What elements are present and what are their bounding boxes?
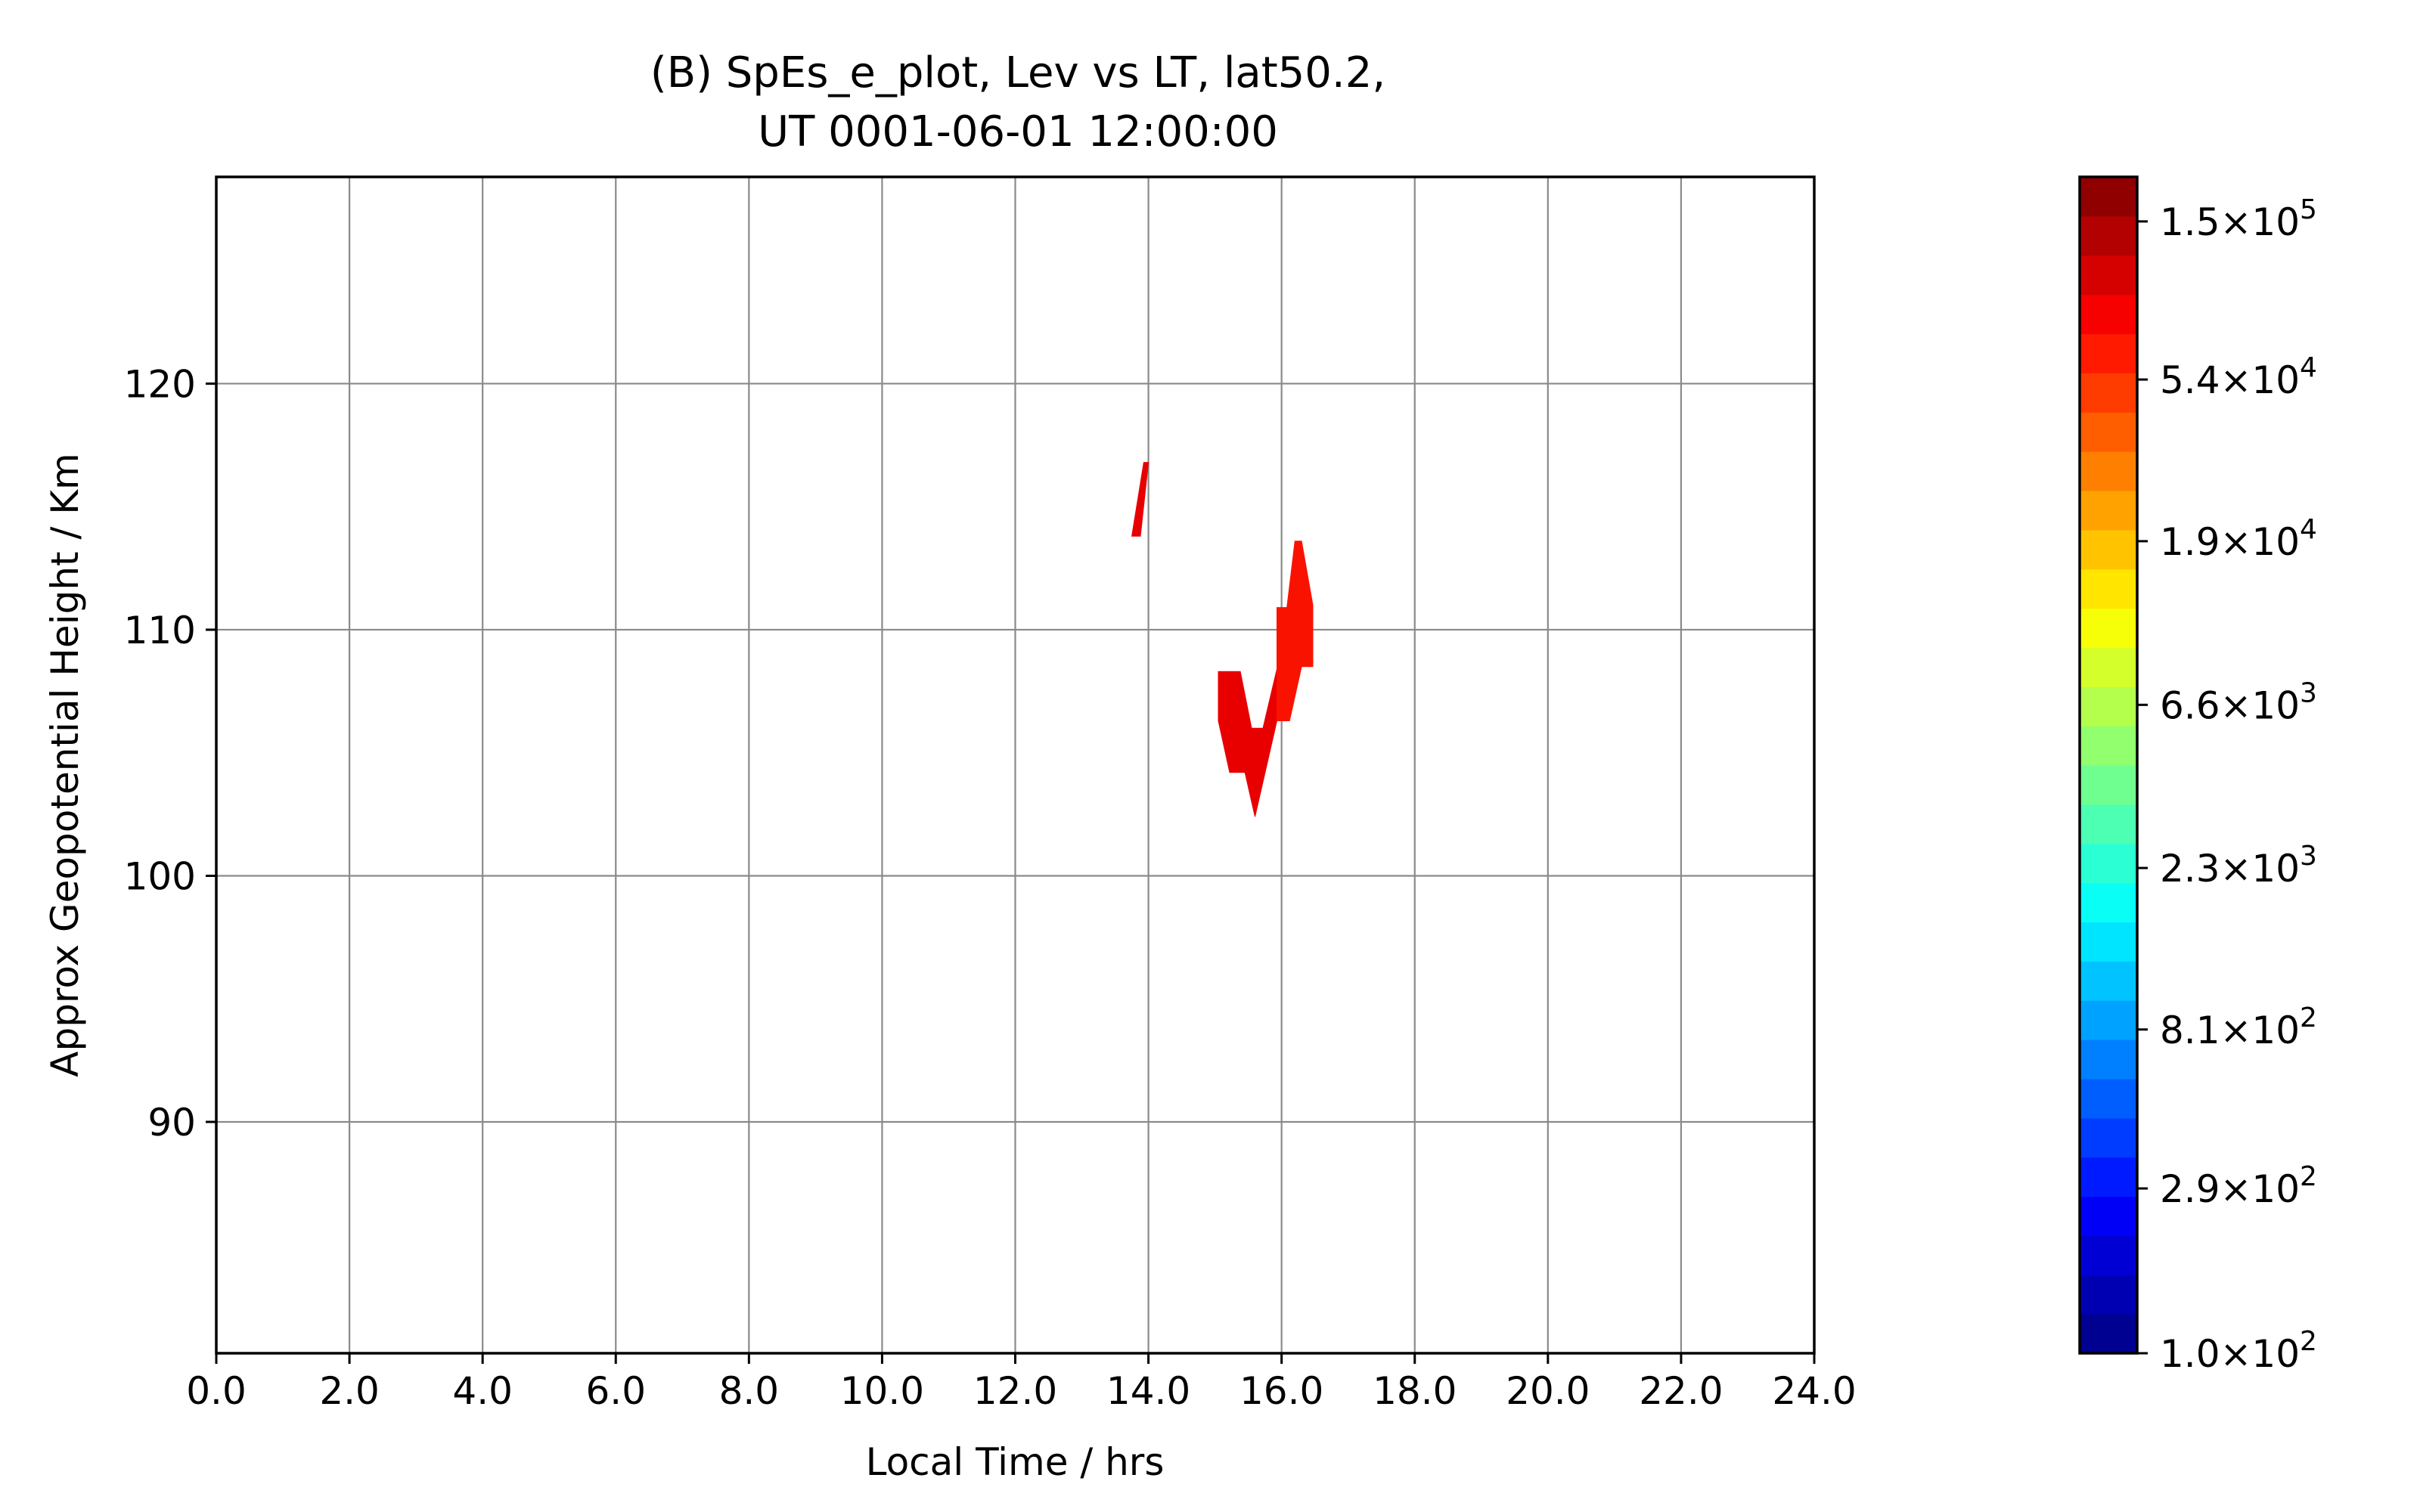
colorbar-band — [2080, 294, 2137, 335]
colorbar-band — [2080, 608, 2137, 648]
colorbar-band — [2080, 1078, 2137, 1119]
contour-regions — [1131, 462, 1314, 817]
x-axis-label: Local Time / hrs — [866, 1440, 1165, 1484]
colorbar-band — [2080, 333, 2137, 373]
plot-title: (B) SpEs_e_plot, Lev vs LT, lat50.2, UT … — [650, 48, 1385, 156]
colorbar-tick-label: 5.4×104 — [2160, 352, 2317, 402]
colorbar-tick-label: 6.6×103 — [2160, 677, 2317, 727]
colorbar-tick-label: 2.9×102 — [2160, 1161, 2317, 1211]
contour-region-1 — [1131, 462, 1150, 537]
y-tick-label: 110 — [124, 609, 196, 652]
colorbar-band — [2080, 882, 2137, 923]
colorbar-band — [2080, 215, 2137, 256]
colorbar-tick-label: 8.1×102 — [2160, 1002, 2317, 1052]
colorbar-band — [2080, 647, 2137, 687]
grid-lines — [215, 177, 1816, 1353]
x-tick-label: 8.0 — [719, 1369, 780, 1413]
colorbar-tick-label: 1.5×105 — [2160, 194, 2317, 244]
y-tick-label: 90 — [147, 1101, 196, 1145]
colorbar-band — [2080, 843, 2137, 884]
x-tick-label: 20.0 — [1506, 1369, 1590, 1413]
colorbar-band — [2080, 686, 2137, 727]
colorbar-band — [2080, 1314, 2137, 1354]
colorbar-band — [2080, 1040, 2137, 1080]
x-tick-label: 6.0 — [585, 1369, 646, 1413]
y-axis-label: Approx Geopotential Height / Km — [43, 453, 87, 1077]
colorbar-frame — [2078, 175, 2139, 1355]
colorbar-band — [2080, 1157, 2137, 1198]
colorbar-band — [2080, 804, 2137, 844]
colorbar-band — [2080, 412, 2137, 452]
colorbar-band — [2080, 373, 2137, 413]
colorbar-band — [2080, 1196, 2137, 1236]
colorbar-band — [2080, 490, 2137, 531]
colorbar-tick-label: 2.3×103 — [2160, 841, 2317, 891]
colorbar-band — [2080, 1117, 2137, 1158]
colorbar-band — [2080, 529, 2137, 570]
x-tick-label: 22.0 — [1639, 1369, 1723, 1413]
chart-title-line-1: (B) SpEs_e_plot, Lev vs LT, lat50.2, — [650, 48, 1385, 98]
x-tick-label: 18.0 — [1373, 1369, 1457, 1413]
colorbar-band — [2080, 177, 2137, 217]
x-tick-label: 0.0 — [186, 1369, 247, 1413]
colorbar-band — [2080, 569, 2137, 609]
x-tick-label: 24.0 — [1772, 1369, 1856, 1413]
x-tick-label: 10.0 — [840, 1369, 924, 1413]
colorbar: 1.0×102 2.9×102 8.1×102 2.3×103 6.6×103 1.9×1… — [2078, 175, 2317, 1376]
y-tick-label: 100 — [124, 854, 196, 898]
colorbar-band — [2080, 1000, 2137, 1040]
x-tick-label: 14.0 — [1106, 1369, 1190, 1413]
colorbar-band — [2080, 922, 2137, 962]
colorbar-band — [2080, 1275, 2137, 1315]
colorbar-tick-label: 1.9×104 — [2160, 514, 2317, 564]
x-axis: 0.0 2.0 4.0 6.0 8.0 10.0 12.0 14.0 16.0 18.0 20.0 2… — [186, 1353, 1857, 1413]
y-tick-label: 120 — [124, 362, 196, 406]
x-tick-label: 16.0 — [1239, 1369, 1323, 1413]
x-tick-label: 12.0 — [973, 1369, 1057, 1413]
colorbar-band — [2080, 255, 2137, 296]
x-tick-label: 2.0 — [319, 1369, 380, 1413]
colorbar-band — [2080, 451, 2137, 491]
contour-region-3 — [1277, 541, 1314, 721]
x-tick-label: 4.0 — [452, 1369, 513, 1413]
colorbar-band — [2080, 1235, 2137, 1275]
y-axis: 90 100 110 120 — [124, 362, 216, 1145]
colorbar-band — [2080, 765, 2137, 805]
colorbar-band — [2080, 726, 2137, 766]
colorbar-band — [2080, 961, 2137, 1001]
chart-title-line-2: UT 0001-06-01 12:00:00 — [758, 107, 1278, 156]
colorbar-tick-label: 1.0×102 — [2160, 1326, 2317, 1376]
